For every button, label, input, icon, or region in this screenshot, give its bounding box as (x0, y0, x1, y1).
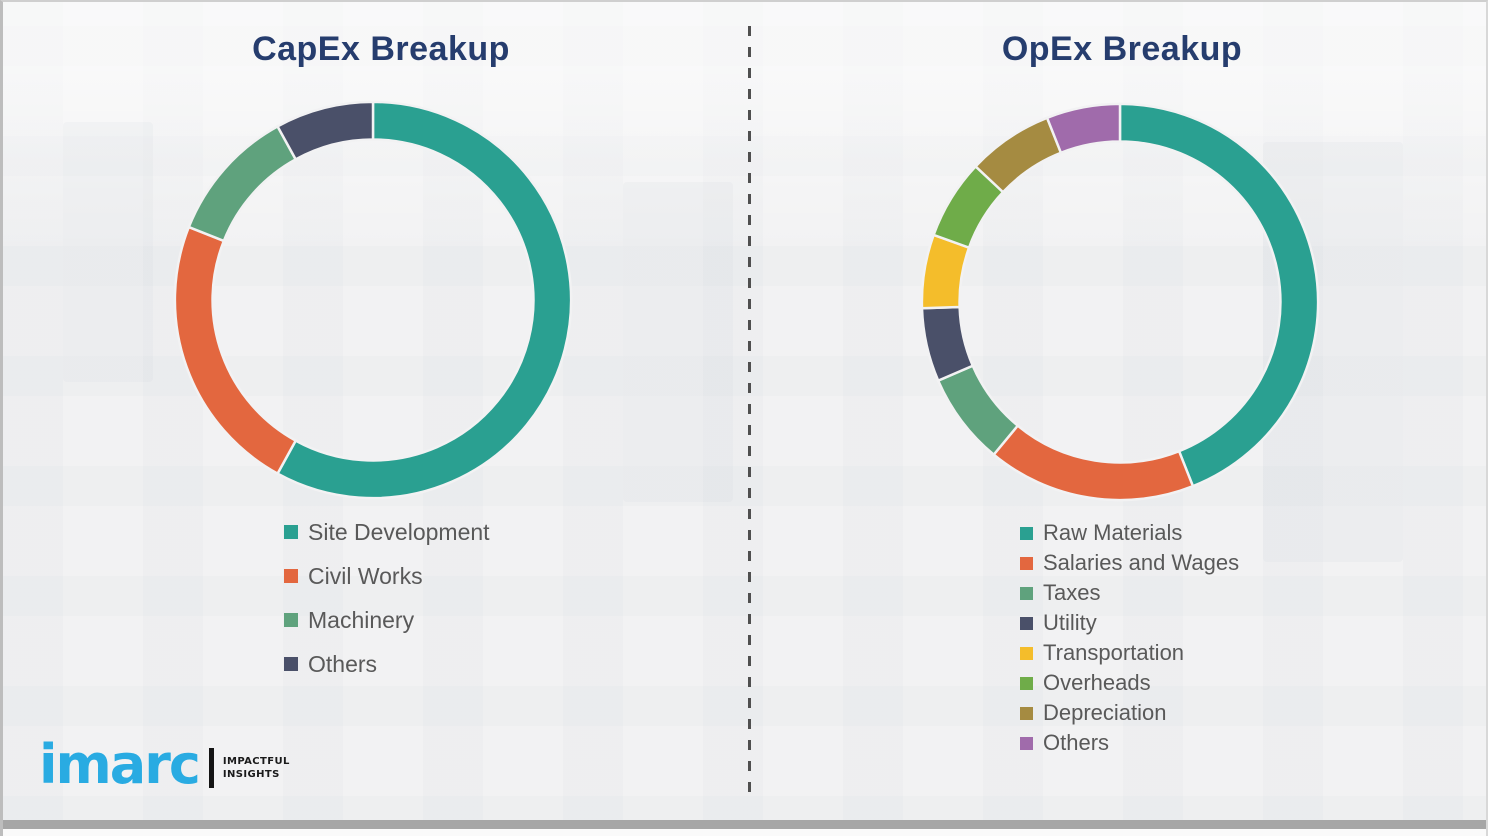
legend-swatch-raw-materials (1020, 526, 1033, 540)
legend-item-salaries-and-wages: Salaries and Wages (1020, 548, 1239, 578)
legend-label: Depreciation (1043, 700, 1167, 725)
legend-label: Overheads (1043, 670, 1151, 695)
legend-item-taxes: Taxes (1020, 578, 1239, 608)
legend-item-overheads: Overheads (1020, 668, 1239, 698)
logo-tagline-line2: INSIGHTS (222, 769, 280, 780)
legend-swatch-depreciation (1020, 706, 1033, 720)
legend-item-others: Others (1020, 728, 1239, 758)
legend-label: Transportation (1043, 640, 1185, 665)
opex-legend: Raw Materials Salaries and Wages Taxes Util… (1020, 518, 1239, 758)
donut-segment-raw-materials (1118, 102, 1320, 488)
page-margin (3, 829, 1486, 836)
legend-item-raw-materials: Raw Materials (1020, 518, 1239, 548)
donut-segment-utility (920, 305, 975, 383)
capex-chart-title: CapEx Breakup (252, 30, 510, 68)
background-watermark (623, 182, 733, 502)
legend-label: Machinery (308, 606, 415, 633)
slide-bottom-border (3, 820, 1486, 829)
legend-label: Salaries and Wages (1043, 550, 1240, 575)
legend-label: Others (308, 650, 378, 677)
legend-item-machinery: Machinery (284, 598, 490, 642)
capex-donut-chart (173, 100, 573, 500)
legend-label: Taxes (1043, 580, 1101, 605)
donut-segment-salaries-and-wages (991, 423, 1195, 502)
legend-swatch-overheads (1020, 676, 1033, 690)
legend-item-transportation: Transportation (1020, 638, 1239, 668)
logo-divider-bar (208, 748, 214, 788)
donut-segment-site-development (275, 100, 573, 500)
logo-tagline-line1: IMPACTFUL (222, 756, 290, 767)
legend-swatch-salaries-and-wages (1020, 556, 1033, 570)
background-watermark (63, 122, 153, 382)
legend-swatch-site-development (284, 525, 298, 539)
legend-label: Raw Materials (1043, 520, 1183, 545)
legend-swatch-others (1020, 736, 1033, 750)
legend-label: Civil Works (308, 562, 423, 589)
donut-segment-civil-works (173, 225, 298, 476)
imarc-logo: imarc IMPACTFUL INSIGHTS (39, 738, 290, 792)
donut-segment-machinery (187, 124, 298, 243)
opex-chart-title: OpEx Breakup (1001, 30, 1243, 68)
legend-swatch-machinery (284, 613, 298, 627)
vertical-dashed-divider (748, 26, 751, 794)
legend-item-depreciation: Depreciation (1020, 698, 1239, 728)
legend-item-others: Others (284, 642, 490, 686)
imarc-wordmark: imarc (39, 733, 201, 796)
legend-swatch-transportation (1020, 646, 1033, 660)
opex-donut-chart (920, 102, 1320, 502)
legend-label: Utility (1043, 610, 1097, 635)
legend-swatch-utility (1020, 616, 1033, 630)
logo-tagline: IMPACTFUL INSIGHTS (223, 755, 290, 781)
legend-label: Others (1043, 730, 1110, 755)
legend-swatch-civil-works (284, 569, 298, 583)
legend-item-civil-works: Civil Works (284, 554, 490, 598)
donut-segment-others (1045, 102, 1122, 155)
legend-swatch-taxes (1020, 586, 1033, 600)
legend-label: Site Development (308, 518, 490, 545)
legend-item-site-development: Site Development (284, 510, 490, 554)
donut-segment-others (275, 100, 375, 162)
legend-item-utility: Utility (1020, 608, 1239, 638)
donut-segment-taxes (936, 364, 1020, 457)
capex-legend: Site Development Civil Works Machinery Othe… (284, 510, 490, 686)
legend-swatch-others (284, 657, 298, 671)
